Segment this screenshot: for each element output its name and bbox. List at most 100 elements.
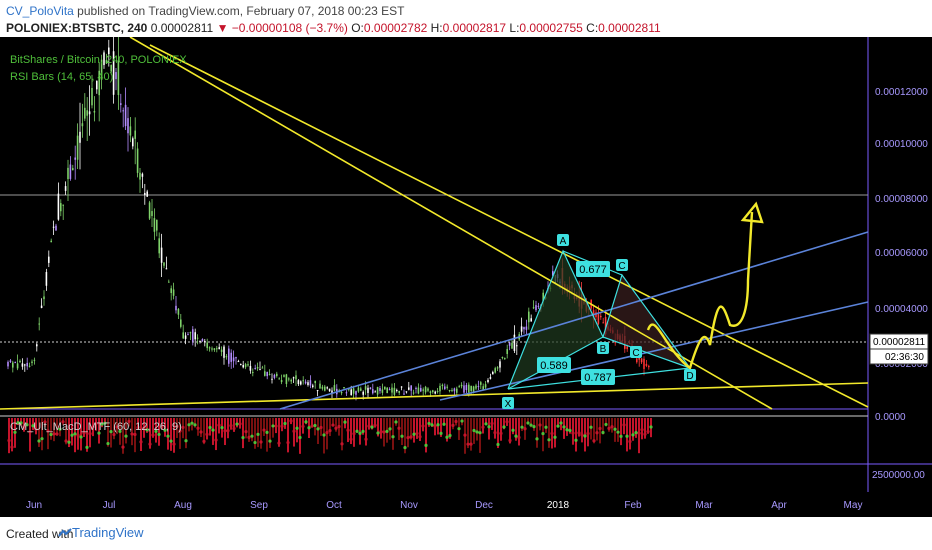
macd-signal-dot xyxy=(124,434,128,438)
macd-signal-dot xyxy=(193,423,197,427)
candle-body xyxy=(420,388,422,392)
macd-bar xyxy=(638,418,640,454)
time-tick: Sep xyxy=(250,500,268,511)
macd-signal-dot xyxy=(604,422,608,427)
macd-bar xyxy=(557,418,559,428)
macd-signal-dot xyxy=(187,423,191,427)
candle-body xyxy=(117,61,120,96)
candle-body xyxy=(472,386,475,393)
candle-body xyxy=(132,138,134,147)
rising-channel-upper[interactable] xyxy=(279,231,869,410)
macd-signal-dot xyxy=(166,434,170,438)
candle-body xyxy=(535,305,537,311)
author-link[interactable]: CV_PoloVita xyxy=(6,4,74,18)
candle-body xyxy=(19,360,21,363)
candle-body xyxy=(316,390,319,392)
time-axis[interactable]: Jun Jul Aug Sep Oct Nov Dec 2018 Feb Mar… xyxy=(26,500,863,511)
rsi-bars-legend[interactable]: RSI Bars (14, 65, 40) xyxy=(10,71,114,83)
macd-signal-dot xyxy=(490,421,494,426)
rising-channel-lower[interactable] xyxy=(439,301,869,401)
macd-signal-dot xyxy=(10,445,14,449)
support-trendline[interactable] xyxy=(0,382,869,410)
macd-signal-dot xyxy=(598,426,602,431)
macd-bar xyxy=(500,418,502,441)
macd-bar xyxy=(251,418,253,442)
macd-bar xyxy=(230,418,232,430)
candle-body xyxy=(136,148,139,173)
macd-signal-dot xyxy=(376,431,380,435)
candle-body xyxy=(408,387,410,390)
price-axis[interactable]: 0.00012000 0.00010000 0.00008000 0.00006… xyxy=(875,87,928,370)
macd-signal-dot xyxy=(295,426,299,430)
macd-bar xyxy=(449,418,451,439)
macd-signal-dot xyxy=(106,441,110,446)
series-legend[interactable]: BitShares / Bitcoin, 240, POLONIEX xyxy=(10,54,187,66)
candle-body xyxy=(432,390,434,393)
macd-signal-dot xyxy=(298,435,302,440)
macd-bar xyxy=(47,418,49,450)
candle-body xyxy=(148,202,151,219)
candle-body xyxy=(324,386,326,391)
candle-body xyxy=(626,346,628,350)
descending-trendline-lower[interactable] xyxy=(129,36,773,410)
macd-signal-dot xyxy=(238,422,242,426)
candle-body xyxy=(79,131,81,143)
macd-bar xyxy=(605,418,607,427)
macd-bar xyxy=(71,418,73,446)
macd-bar xyxy=(149,418,151,449)
macd-signal-dot xyxy=(556,424,560,428)
macd-bar xyxy=(629,418,631,450)
candle-body xyxy=(645,363,648,366)
candle-body xyxy=(400,386,403,388)
macd-signal-dot xyxy=(190,421,194,425)
candle-body xyxy=(74,157,76,160)
candle-body xyxy=(211,348,213,350)
macd-bar xyxy=(485,418,487,425)
macd-bar xyxy=(536,418,538,448)
macd-signal-dot xyxy=(202,439,206,443)
tradingview-brand-link[interactable]: TradingView xyxy=(72,525,144,540)
trendlines xyxy=(0,36,869,410)
candle-body xyxy=(237,361,240,363)
macd-bar xyxy=(125,418,127,444)
candle-body xyxy=(489,377,492,379)
candle-body xyxy=(268,374,271,376)
candle-body xyxy=(504,358,506,360)
macd-signal-dot xyxy=(262,428,266,432)
macd-bar xyxy=(242,418,244,449)
macd-bar xyxy=(572,418,574,445)
descending-trendline-upper[interactable] xyxy=(149,44,869,408)
candle-body xyxy=(439,385,441,392)
macd-signal-dot xyxy=(310,424,314,428)
high-label: H: xyxy=(430,21,443,35)
pattern-fill-xab xyxy=(508,251,603,389)
chart-area[interactable]: A B C D X C 0.677 0.589 0.787 0.00012000… xyxy=(0,32,932,517)
close-value: 0.00002811 xyxy=(598,21,661,35)
macd-signal-dot xyxy=(64,439,68,443)
macd-signal-dot xyxy=(142,426,146,430)
tradingview-logo-icon xyxy=(58,528,72,537)
macd-signal-dot xyxy=(214,438,218,442)
chart-svg[interactable]: A B C D X C 0.677 0.589 0.787 0.00012000… xyxy=(0,32,932,517)
candle-body xyxy=(60,203,62,212)
footer: Created with TradingView xyxy=(0,517,932,550)
macd-bar xyxy=(29,418,31,452)
ratio-589-box xyxy=(537,357,571,373)
macd-bar xyxy=(440,418,442,437)
macd-signal-dot xyxy=(184,439,188,443)
macd-tick: 0.0000 xyxy=(875,412,906,423)
candle-body xyxy=(271,378,273,380)
macd-legend[interactable]: CM_Ult_MacD_MTF (60, 12, 26, 9) xyxy=(10,421,182,433)
low-value: 0.00002755 xyxy=(519,21,583,35)
projected-path[interactable] xyxy=(646,211,754,370)
macd-signal-dot xyxy=(154,429,158,433)
candle-body xyxy=(156,219,158,231)
macd-signal-dot xyxy=(385,429,389,433)
candle-body xyxy=(384,386,386,390)
candle-body xyxy=(160,247,163,263)
candle-body xyxy=(381,389,384,393)
macd-signal-dot xyxy=(226,429,230,433)
candle-body xyxy=(266,371,268,377)
point-x-box xyxy=(502,397,514,409)
macd-signal-dot xyxy=(346,428,350,432)
